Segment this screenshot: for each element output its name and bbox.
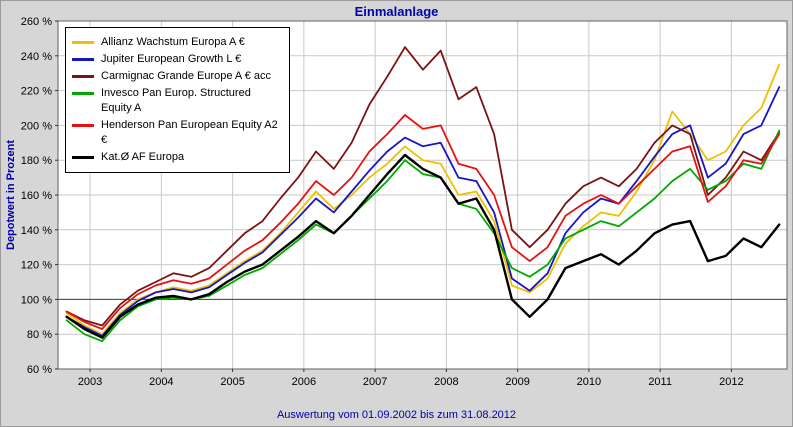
legend-item-5: Kat.Ø AF Europa bbox=[72, 150, 281, 165]
legend-label: Invesco Pan Europ. Structured Equity A bbox=[101, 87, 251, 114]
x-tick-label: 2003 bbox=[78, 376, 102, 388]
y-tick-label: 80 % bbox=[27, 329, 52, 341]
y-axis-label: Depotwert in Prozent bbox=[5, 140, 17, 250]
legend-item-0: Allianz Wachstum Europa A € bbox=[72, 35, 281, 50]
y-tick-label: 120 % bbox=[21, 260, 52, 272]
x-tick-label: 2004 bbox=[149, 376, 173, 388]
y-tick-label: 100 % bbox=[21, 294, 52, 306]
legend-label: Kat.Ø AF Europa bbox=[101, 151, 185, 163]
legend-item-2: Carmignac Grande Europe A € acc bbox=[72, 69, 281, 84]
y-tick-label: 140 % bbox=[21, 225, 52, 237]
series-line-1 bbox=[65, 86, 781, 337]
x-tick-label: 2009 bbox=[505, 376, 529, 388]
legend-line-swatch bbox=[72, 92, 94, 95]
x-tick-label: 2011 bbox=[648, 376, 672, 388]
series-line-2 bbox=[65, 46, 781, 327]
x-tick-label: 2005 bbox=[220, 376, 244, 388]
legend: Allianz Wachstum Europa A € Jupiter Europ… bbox=[65, 27, 290, 173]
legend-line-swatch bbox=[72, 124, 94, 127]
chart-title: Einmalanlage bbox=[354, 4, 439, 19]
x-tick-label: 2010 bbox=[577, 376, 601, 388]
legend-label: Carmignac Grande Europe A € acc bbox=[101, 70, 271, 82]
y-tick-label: 240 % bbox=[21, 51, 52, 63]
y-tick-label: 220 % bbox=[21, 86, 52, 98]
series-line-4 bbox=[65, 114, 781, 330]
y-tick-label: 260 % bbox=[21, 16, 52, 28]
series-line-0 bbox=[65, 63, 781, 336]
y-tick-label: 60 % bbox=[27, 364, 52, 376]
legend-label: Jupiter European Growth L € bbox=[101, 53, 242, 65]
x-tick-label: 2006 bbox=[292, 376, 316, 388]
chart-caption: Auswertung vom 01.09.2002 bis zum 31.08.… bbox=[276, 409, 517, 421]
legend-item-1: Jupiter European Growth L € bbox=[72, 52, 281, 67]
y-tick-label: 180 % bbox=[21, 155, 52, 167]
x-tick-label: 2008 bbox=[434, 376, 458, 388]
y-tick-label: 160 % bbox=[21, 190, 52, 202]
legend-label: Allianz Wachstum Europa A € bbox=[101, 36, 245, 48]
legend-line-swatch bbox=[72, 41, 94, 44]
legend-line-swatch bbox=[72, 75, 94, 78]
y-tick-label: 200 % bbox=[21, 120, 52, 132]
legend-line-swatch bbox=[72, 58, 94, 61]
x-tick-label: 2007 bbox=[363, 376, 387, 388]
legend-item-4: Henderson Pan European Equity A2 € bbox=[72, 118, 281, 148]
legend-item-3: Invesco Pan Europ. Structured Equity A bbox=[72, 86, 281, 116]
legend-line-swatch bbox=[72, 156, 94, 159]
legend-label: Henderson Pan European Equity A2 € bbox=[101, 119, 278, 146]
series-line-5 bbox=[65, 153, 781, 339]
x-tick-label: 2012 bbox=[719, 376, 743, 388]
